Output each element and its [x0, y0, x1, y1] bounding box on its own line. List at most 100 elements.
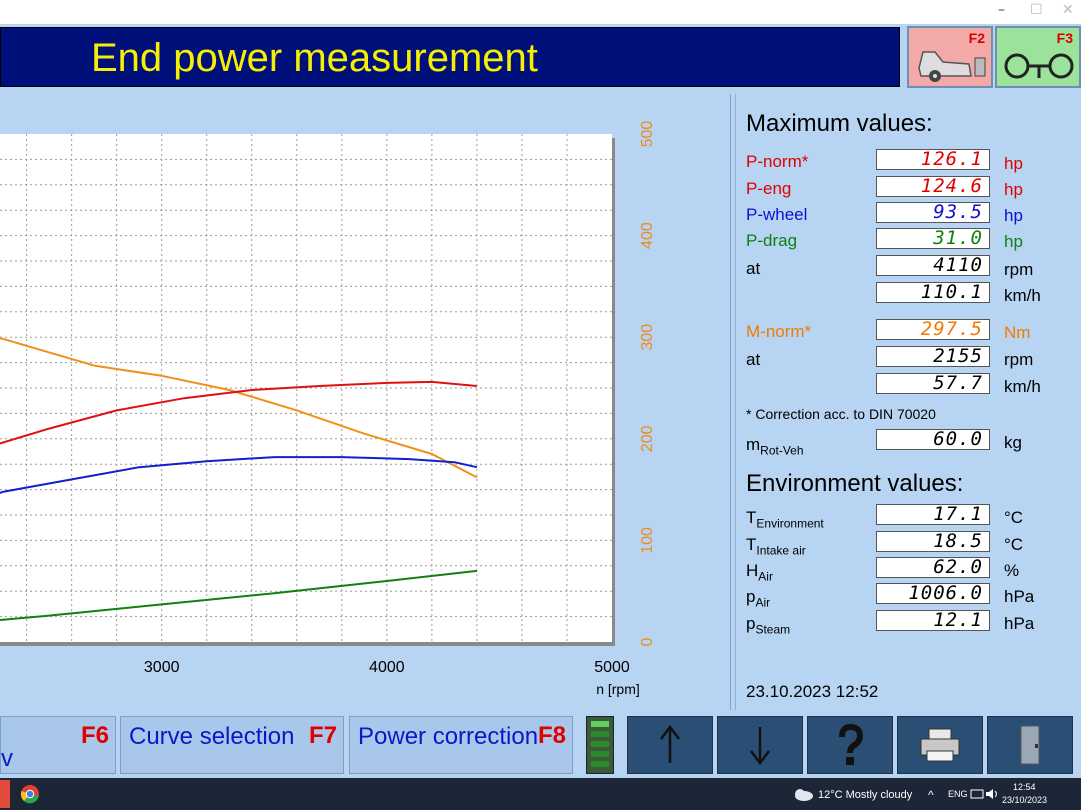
m-norm-unit: Nm: [1004, 323, 1031, 342]
power-correction-button[interactable]: Power correction F8: [349, 716, 573, 774]
minimize-icon[interactable]: –: [998, 2, 1005, 18]
m-norm-label: M-norm*: [746, 322, 812, 341]
close-icon[interactable]: ✕: [1062, 2, 1074, 18]
curve-selection-text: Curve selection: [129, 723, 295, 750]
x-tick-label: 4000: [369, 659, 405, 676]
intake-temp-unit: °C: [1004, 535, 1024, 554]
torque-speed-unit: km/h: [1004, 377, 1041, 396]
weather-icon[interactable]: [792, 786, 814, 802]
torque-axis-tick-label: 500: [639, 121, 656, 148]
torque-speed-value: 57.7: [876, 373, 990, 394]
torque-axis-tick-label: 200: [639, 425, 656, 452]
curve-series-3: [0, 569, 478, 622]
f2-label: F2: [968, 30, 985, 46]
curve-selection-button[interactable]: Curve selection F7: [120, 716, 344, 774]
f3-label: F3: [1056, 30, 1073, 46]
p-eng-value: 124.6: [876, 176, 990, 197]
air-pressure-label: pAir: [746, 587, 771, 610]
humidity-value: 62.0: [876, 557, 990, 578]
torque-at-label: at: [746, 350, 761, 369]
steam-pressure-label: pSteam: [746, 614, 791, 637]
torque-axis-tick-label: 400: [639, 222, 656, 249]
help-button[interactable]: [807, 716, 893, 774]
clock-date[interactable]: 23/10/2023: [1002, 795, 1048, 805]
arrow-up-icon: [660, 724, 680, 763]
window-titlebar: – ☐ ✕: [0, 0, 1081, 24]
chrome-icon[interactable]: [20, 784, 40, 804]
p-wheel-label: P-wheel: [746, 205, 808, 224]
env-values-title: Environment values:: [746, 470, 964, 497]
weather-text[interactable]: 12°C Mostly cloudy: [818, 789, 913, 801]
clock-time[interactable]: 12:54: [1013, 782, 1036, 792]
p-drag-unit: hp: [1004, 232, 1023, 251]
p-norm-label: P-norm*: [746, 152, 809, 171]
signal-level-indicator: [586, 716, 614, 774]
env-temp-label: TEnvironment: [746, 508, 824, 531]
volume-icon[interactable]: [984, 787, 1000, 801]
humidity-label: HAir: [746, 561, 773, 584]
air-pressure-value: 1006.0: [876, 583, 990, 604]
exit-button[interactable]: [987, 716, 1073, 774]
tow-vehicle-icon: [918, 51, 986, 82]
p-eng-label: P-eng: [746, 179, 792, 198]
scroll-down-button[interactable]: [717, 716, 803, 774]
page-header: End power measurement: [0, 27, 900, 87]
values-panel: Maximum values: P-norm* 126.1 hp P-eng 1…: [735, 94, 1081, 710]
power-speed-unit: km/h: [1004, 286, 1041, 305]
env-temp-value: 17.1: [876, 504, 990, 525]
p-eng-unit: hp: [1004, 180, 1023, 199]
m-norm-value: 297.5: [876, 319, 990, 340]
power-rpm-value: 4110: [876, 255, 990, 276]
maximize-icon[interactable]: ☐: [1030, 2, 1043, 18]
correction-note: * Correction acc. to DIN 70020: [746, 406, 936, 422]
help-icon: [839, 723, 864, 765]
x-axis-label: n [rpm]: [596, 681, 640, 697]
taskbar: 12°C Mostly cloudy ^ ENG 12:54 23/10/202…: [0, 778, 1081, 810]
arrow-down-icon: [750, 727, 770, 766]
f6-button[interactable]: v F6: [0, 716, 116, 774]
torque-axis-tick-label: 300: [639, 324, 656, 351]
power-rpm-unit: rpm: [1004, 260, 1034, 279]
x-tick-label: 5000: [594, 659, 630, 676]
torque-rpm-value: 2155: [876, 346, 990, 367]
curve-series-0: [0, 337, 478, 479]
p-wheel-value: 93.5: [876, 202, 990, 223]
p-norm-unit: hp: [1004, 154, 1023, 173]
taskbar-app-fragment: [0, 780, 10, 808]
mass-unit: kg: [1004, 433, 1022, 452]
scroll-up-button[interactable]: [627, 716, 713, 774]
p-drag-label: P-drag: [746, 231, 798, 250]
f2-vehicle-button[interactable]: F2: [907, 26, 993, 88]
printer-icon: [920, 728, 960, 762]
door-icon: [1020, 725, 1040, 765]
network-icon[interactable]: [970, 788, 984, 800]
env-temp-unit: °C: [1004, 508, 1024, 527]
p-norm-value: 126.1: [876, 149, 990, 170]
f8-key: F8: [537, 722, 566, 749]
measurement-datetime: 23.10.2023 12:52: [746, 682, 879, 701]
intake-temp-value: 18.5: [876, 531, 990, 552]
x-tick-label: 3000: [144, 659, 180, 676]
humidity-unit: %: [1004, 561, 1020, 580]
power-at-label: at: [746, 259, 761, 278]
p-drag-value: 31.0: [876, 228, 990, 249]
power-speed-value: 110.1: [876, 282, 990, 303]
language-icon[interactable]: ENG: [948, 789, 968, 799]
page-title: End power measurement: [91, 36, 538, 80]
print-button[interactable]: [897, 716, 983, 774]
roller-icon: [1004, 53, 1074, 79]
p-wheel-unit: hp: [1004, 206, 1023, 225]
air-pressure-unit: hPa: [1004, 587, 1035, 606]
f7-key: F7: [308, 722, 337, 749]
intake-temp-label: TIntake air: [746, 535, 806, 558]
max-values-title: Maximum values:: [746, 110, 933, 137]
curve-series-1: [0, 380, 477, 445]
f6-text: v: [1, 745, 13, 772]
f6-key: F6: [80, 722, 109, 749]
mass-value: 60.0: [876, 429, 990, 450]
tray-chevron-icon[interactable]: ^: [928, 788, 934, 802]
f3-roller-button[interactable]: F3: [995, 26, 1081, 88]
torque-axis-tick-label: 100: [639, 527, 656, 554]
